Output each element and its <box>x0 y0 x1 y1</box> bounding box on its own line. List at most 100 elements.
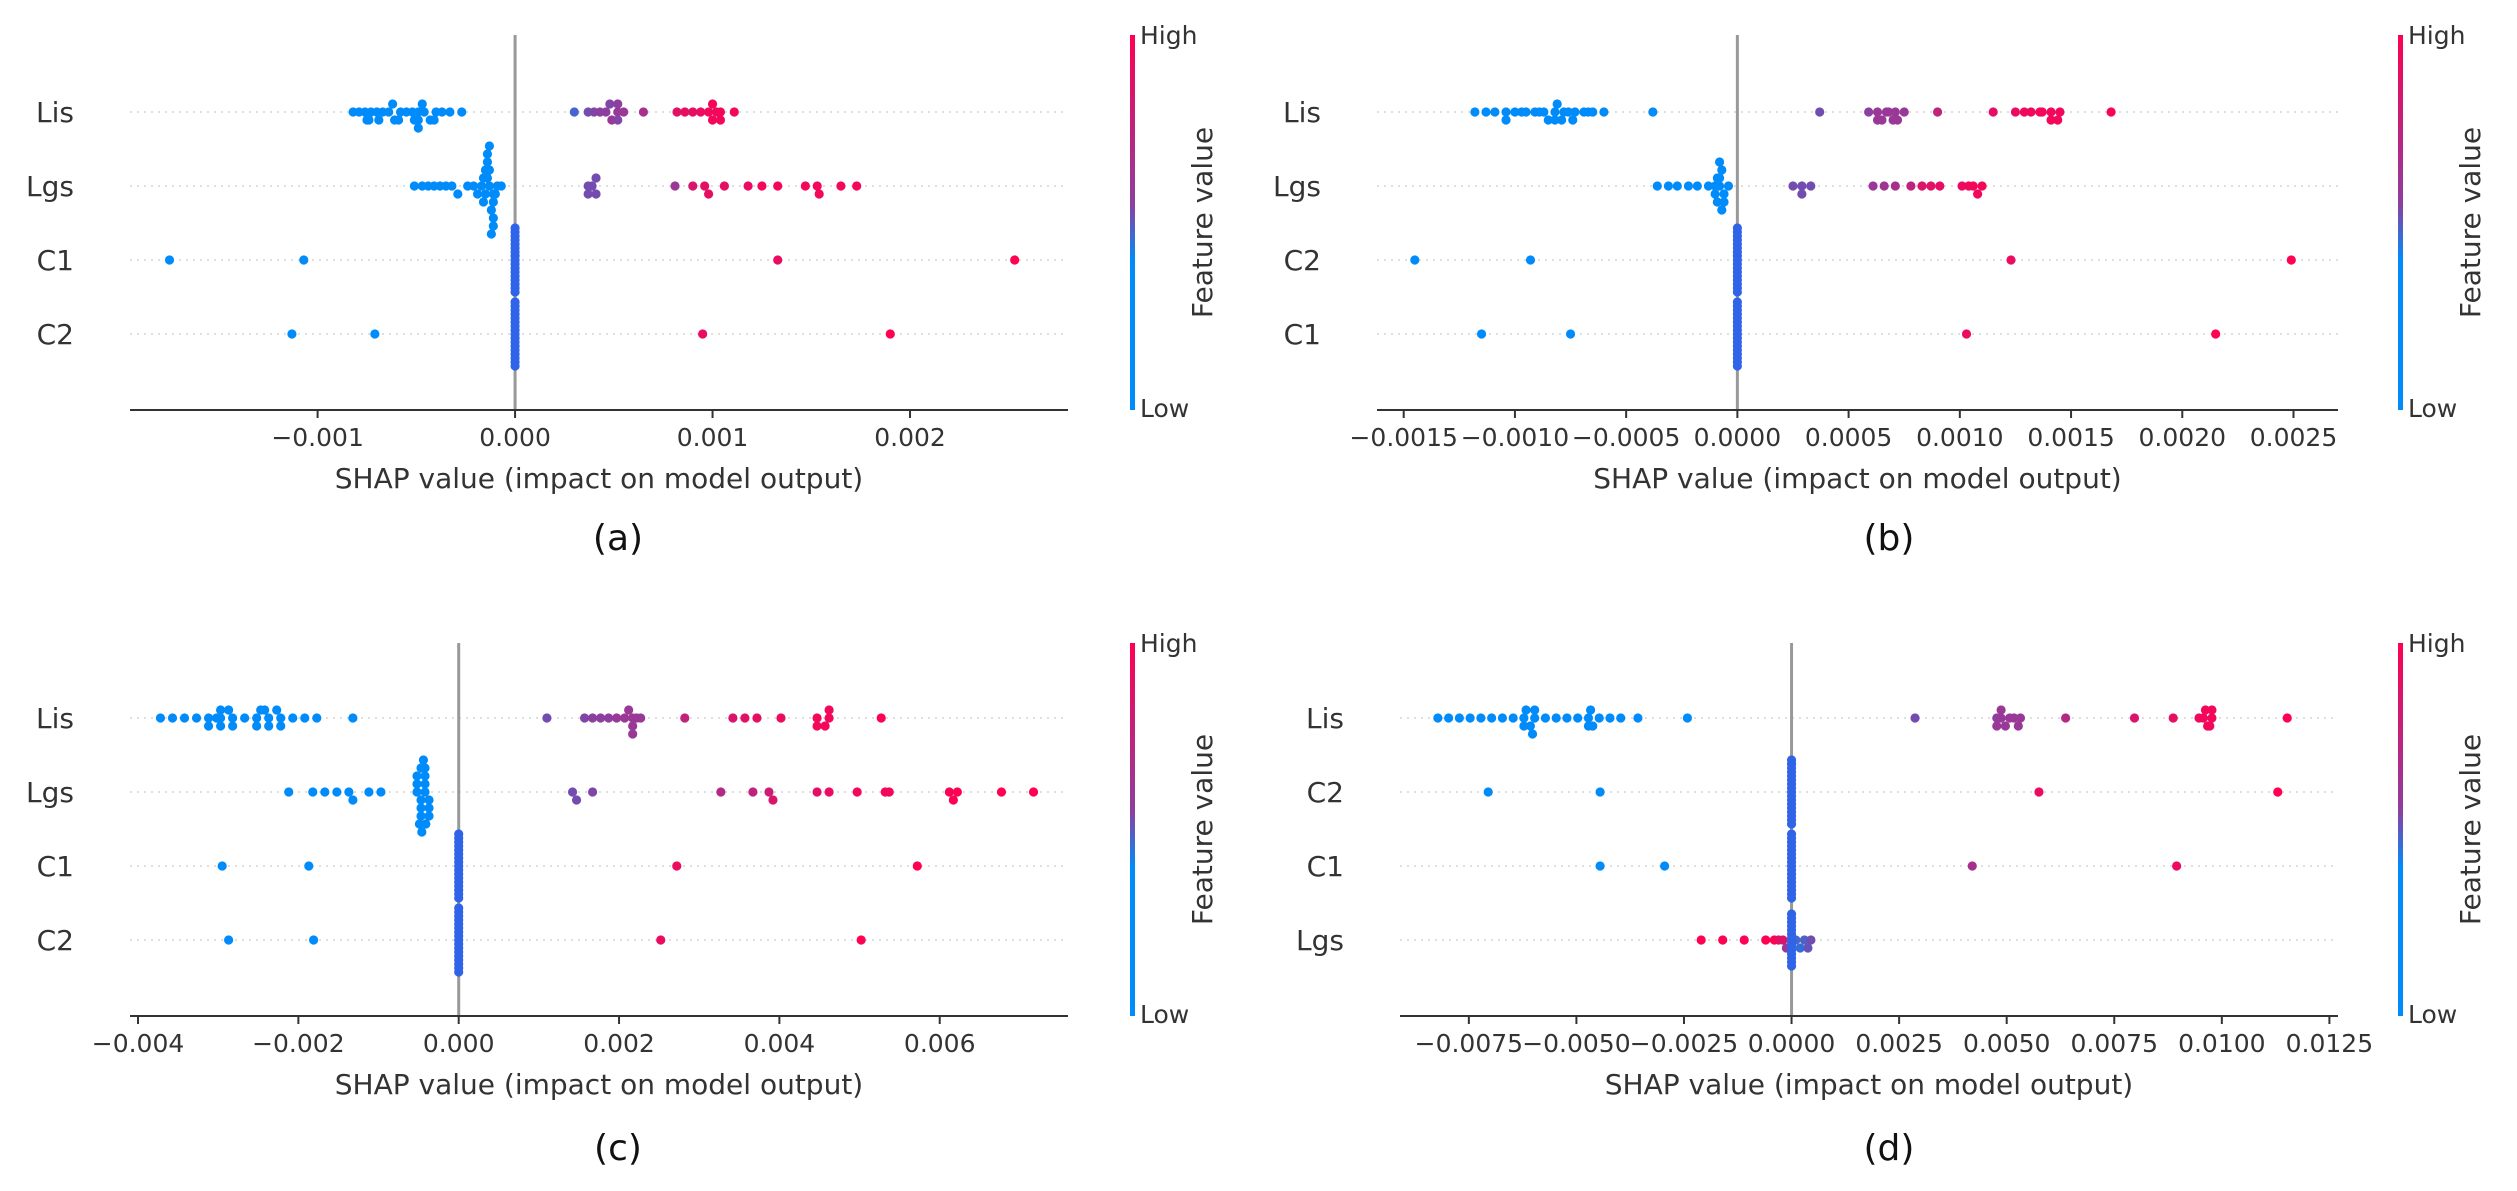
data-point <box>2200 705 2211 715</box>
panel-caption: (c) <box>594 1128 642 1169</box>
data-point <box>680 713 690 723</box>
data-point <box>1586 705 1596 715</box>
data-point <box>1799 935 1810 945</box>
colorbar-high-label: High <box>2408 21 2465 50</box>
data-point <box>457 107 467 117</box>
x-tick-label: 0.0015 <box>2027 423 2114 452</box>
data-point <box>2019 107 2029 117</box>
data-point <box>569 107 579 117</box>
data-point <box>1550 115 1560 125</box>
data-point <box>412 771 422 781</box>
data-point <box>1786 961 1797 971</box>
colorbar <box>2398 35 2403 410</box>
data-point <box>1864 107 1874 117</box>
data-point <box>1703 181 1714 191</box>
data-point <box>1717 165 1727 175</box>
data-point <box>1501 107 1511 117</box>
data-point <box>715 107 726 117</box>
data-point <box>1570 107 1580 117</box>
data-point <box>376 787 386 797</box>
x-tick-label: 0.001 <box>677 423 749 452</box>
data-point <box>812 713 822 723</box>
data-point <box>454 967 464 977</box>
data-point <box>748 787 758 797</box>
data-point <box>2061 713 2071 723</box>
data-point <box>624 705 634 715</box>
data-point <box>1557 115 1567 125</box>
data-point <box>2006 255 2016 265</box>
data-point <box>215 721 226 731</box>
x-tick-label: 0.002 <box>874 423 946 452</box>
data-point <box>1595 787 1605 797</box>
data-point <box>480 165 491 175</box>
data-point <box>1872 107 1883 117</box>
data-point <box>240 713 250 723</box>
data-point <box>542 713 552 723</box>
data-point <box>587 713 598 723</box>
data-point <box>260 705 270 715</box>
feature-label: C1 <box>1307 850 1344 883</box>
data-point <box>412 787 422 797</box>
data-point <box>776 713 786 723</box>
data-point <box>228 721 238 731</box>
data-point <box>484 181 495 191</box>
data-point <box>1530 705 1540 715</box>
feature-label: Lis <box>1283 96 1321 129</box>
data-point <box>812 721 822 731</box>
data-point <box>596 713 606 723</box>
colorbar-low-label: Low <box>2408 1000 2457 1029</box>
data-point <box>288 713 298 723</box>
data-point <box>420 763 430 773</box>
panel-caption: (d) <box>1864 1128 1915 1169</box>
data-point <box>486 229 496 239</box>
x-tick-label: −0.002 <box>252 1029 345 1058</box>
data-point <box>1551 713 1561 723</box>
data-point <box>276 713 286 723</box>
data-point <box>1521 705 1531 715</box>
data-point <box>482 157 493 167</box>
data-point <box>264 713 274 723</box>
data-point <box>632 713 642 723</box>
data-point <box>2055 107 2065 117</box>
data-point <box>320 787 330 797</box>
colorbar-low-label: Low <box>2408 394 2457 423</box>
data-point <box>2046 115 2056 125</box>
data-point <box>1957 181 1967 191</box>
data-point <box>424 811 434 821</box>
data-point <box>469 181 479 191</box>
data-point <box>2168 713 2178 723</box>
x-axis-title: SHAP value (impact on model output) <box>1593 462 2121 495</box>
shap-panel-b: −0.0015 −0.0010 −0.0005 0.0000 0.0005 0.0010 0… <box>1273 21 2487 559</box>
data-point <box>1583 713 1594 723</box>
x-tick-label: 0.0025 <box>2250 423 2337 452</box>
data-point <box>2211 329 2221 339</box>
shap-panel-a: −0.001 0.000 0.001 0.002 SHAP value (impact … <box>26 21 1219 559</box>
x-tick-label: −0.0050 <box>1522 1029 1630 1058</box>
data-point <box>1605 713 1615 723</box>
data-point <box>424 795 434 805</box>
data-point <box>418 755 429 765</box>
data-point <box>729 107 739 117</box>
colorbar-high-label: High <box>1140 629 1197 658</box>
data-point <box>252 713 262 723</box>
data-point <box>2198 713 2208 723</box>
data-point <box>1967 861 1977 871</box>
data-point <box>876 713 886 723</box>
data-point <box>2053 115 2063 125</box>
colorbar-high-label: High <box>1140 21 1197 50</box>
data-point <box>164 255 175 265</box>
data-point <box>703 107 714 117</box>
colorbar-title: Feature value <box>2454 734 2487 925</box>
data-point <box>224 935 234 945</box>
data-point <box>1573 713 1583 723</box>
feature-label: Lgs <box>26 776 74 809</box>
data-point <box>1525 721 1535 731</box>
data-point <box>1588 721 1598 731</box>
data-point <box>488 213 498 223</box>
feature-label: C2 <box>1284 244 1321 277</box>
data-point <box>1719 189 1729 199</box>
data-point <box>587 787 598 797</box>
x-tick-label: 0.0005 <box>1805 423 1892 452</box>
data-point <box>1562 713 1572 723</box>
data-point <box>416 811 426 821</box>
